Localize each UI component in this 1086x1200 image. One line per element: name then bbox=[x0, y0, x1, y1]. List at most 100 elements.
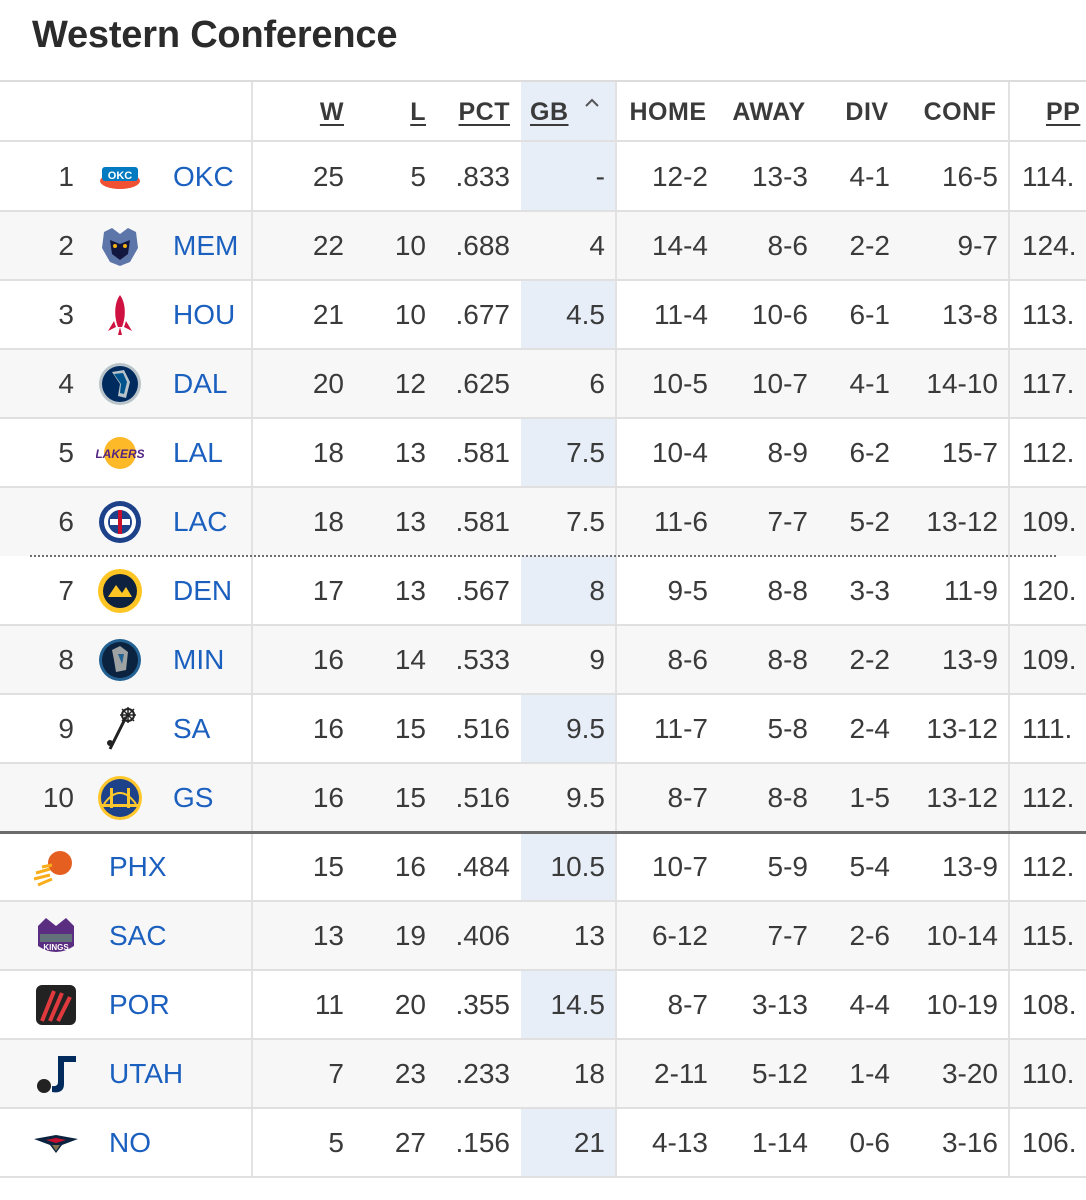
pct-cell: .233 bbox=[455, 1058, 511, 1089]
team-link[interactable]: POR bbox=[109, 989, 170, 1020]
team-logo-icon[interactable] bbox=[32, 1119, 80, 1167]
losses-cell: 14 bbox=[394, 644, 426, 675]
team-link[interactable]: GS bbox=[173, 782, 214, 813]
conf-record-cell: 9-7 bbox=[957, 230, 998, 261]
column-header-l[interactable]: L bbox=[410, 98, 426, 126]
team-link[interactable]: UTAH bbox=[109, 1058, 184, 1089]
team-logo-icon[interactable] bbox=[32, 981, 80, 1029]
div-record-cell: 5-2 bbox=[849, 506, 890, 537]
rank-cell: 2 bbox=[58, 230, 74, 261]
team-link[interactable]: LAC bbox=[173, 506, 228, 537]
team-logo-icon[interactable] bbox=[96, 636, 144, 684]
team-link[interactable]: OKC bbox=[173, 161, 234, 192]
wins-cell: 7 bbox=[328, 1058, 344, 1089]
column-header-conf[interactable]: CONF bbox=[923, 98, 997, 126]
rank-cell: 1 bbox=[58, 161, 74, 192]
team-logo-icon[interactable] bbox=[96, 498, 144, 546]
team-link[interactable]: LAL bbox=[173, 437, 223, 468]
losses-cell: 13 bbox=[394, 506, 426, 537]
conf-record-cell: 13-9 bbox=[941, 851, 998, 882]
conf-record-cell: 11-9 bbox=[944, 575, 998, 606]
team-logo-icon[interactable] bbox=[32, 1050, 80, 1098]
gb-cell: 4 bbox=[589, 230, 605, 261]
losses-cell: 13 bbox=[394, 575, 426, 606]
home-record-cell: 14-4 bbox=[651, 230, 708, 261]
table-row: 1 OKC OKC 25 5 .833 - 12-2 13-3 4-1 16-5 114. bbox=[0, 142, 1086, 211]
team-logo-icon[interactable]: OKC bbox=[96, 153, 144, 201]
team-link[interactable]: SAC bbox=[109, 920, 167, 951]
wins-cell: 18 bbox=[312, 506, 344, 537]
rank-cell: 9 bbox=[58, 713, 74, 744]
wins-cell: 21 bbox=[312, 299, 344, 330]
row-divider bbox=[0, 348, 1086, 350]
team-link[interactable]: SA bbox=[173, 713, 211, 744]
home-record-cell: 9-5 bbox=[667, 575, 708, 606]
conf-record-cell: 14-10 bbox=[926, 368, 998, 399]
column-header-away[interactable]: AWAY bbox=[732, 98, 806, 126]
rank-cell: 8 bbox=[58, 644, 74, 675]
team-logo-icon[interactable] bbox=[96, 774, 144, 822]
div-record-cell: 1-4 bbox=[849, 1058, 890, 1089]
team-link[interactable]: HOU bbox=[173, 299, 236, 330]
row-divider bbox=[0, 900, 1086, 902]
rank-cell: 6 bbox=[58, 506, 74, 537]
gb-cell: 18 bbox=[573, 1058, 605, 1089]
home-record-cell: 11-6 bbox=[654, 506, 708, 537]
conf-record-cell: 3-16 bbox=[941, 1127, 998, 1158]
wins-cell: 22 bbox=[312, 230, 344, 261]
team-link[interactable]: MIN bbox=[173, 644, 225, 675]
column-header-div[interactable]: DIV bbox=[845, 98, 889, 126]
conf-record-cell: 15-7 bbox=[941, 437, 998, 468]
row-divider bbox=[0, 1107, 1086, 1109]
home-record-cell: 10-5 bbox=[651, 368, 708, 399]
conf-record-cell: 13-8 bbox=[941, 299, 998, 330]
column-header-w[interactable]: W bbox=[319, 98, 344, 126]
conf-record-cell: 3-20 bbox=[941, 1058, 998, 1089]
ppg-cell: 112. bbox=[1022, 437, 1075, 468]
team-link[interactable]: DAL bbox=[173, 368, 228, 399]
conf-record-cell: 16-5 bbox=[941, 161, 998, 192]
column-header-ppg[interactable]: PP bbox=[1046, 98, 1081, 126]
standings-table: W L PCT GB HOME AWAY DIV CONF PP 1 OKC OKC… bbox=[0, 80, 1086, 1180]
column-header-gb[interactable]: GB bbox=[530, 98, 569, 126]
table-row: 6 LAC 18 13 .581 7.5 11-6 7-7 5-2 13-12 109. bbox=[0, 487, 1086, 556]
div-record-cell: 1-5 bbox=[849, 782, 890, 813]
pct-cell: .516 bbox=[455, 782, 511, 813]
team-logo-icon[interactable] bbox=[96, 291, 144, 339]
gb-cell: 10.5 bbox=[550, 851, 606, 882]
home-record-cell: 10-4 bbox=[651, 437, 708, 468]
team-logo-icon[interactable] bbox=[96, 360, 144, 408]
row-divider bbox=[0, 486, 1086, 488]
away-record-cell: 13-3 bbox=[751, 161, 808, 192]
pct-cell: .581 bbox=[455, 506, 511, 537]
column-header-pct[interactable]: PCT bbox=[458, 98, 510, 126]
home-record-cell: 6-12 bbox=[651, 920, 708, 951]
wins-cell: 16 bbox=[312, 782, 344, 813]
team-logo-icon[interactable] bbox=[32, 843, 80, 891]
wins-cell: 13 bbox=[312, 920, 344, 951]
team-logo-icon[interactable]: LAKERS bbox=[95, 429, 145, 477]
gb-cell: 21 bbox=[573, 1127, 605, 1158]
team-link[interactable]: PHX bbox=[109, 851, 167, 882]
ppg-cell: 111. bbox=[1022, 713, 1073, 744]
team-link[interactable]: DEN bbox=[173, 575, 233, 606]
gb-cell: 9 bbox=[589, 644, 605, 675]
home-record-cell: 4-13 bbox=[651, 1127, 708, 1158]
team-link[interactable]: MEM bbox=[173, 230, 239, 261]
chevron-up-icon[interactable] bbox=[582, 82, 606, 140]
gb-cell: 7.5 bbox=[566, 506, 605, 537]
pct-cell: .406 bbox=[455, 920, 511, 951]
away-record-cell: 8-9 bbox=[767, 437, 808, 468]
wins-cell: 16 bbox=[312, 713, 344, 744]
team-link[interactable]: NO bbox=[109, 1127, 151, 1158]
team-logo-icon[interactable]: KINGS bbox=[32, 912, 80, 960]
pct-cell: .625 bbox=[455, 368, 511, 399]
team-logo-icon[interactable] bbox=[96, 567, 144, 615]
losses-cell: 27 bbox=[394, 1127, 426, 1158]
wins-cell: 11 bbox=[314, 989, 344, 1020]
home-record-cell: 12-2 bbox=[651, 161, 708, 192]
team-logo-icon[interactable] bbox=[96, 705, 144, 753]
column-header-home[interactable]: HOME bbox=[629, 98, 707, 126]
team-logo-icon[interactable] bbox=[96, 222, 144, 270]
row-divider bbox=[0, 969, 1086, 971]
